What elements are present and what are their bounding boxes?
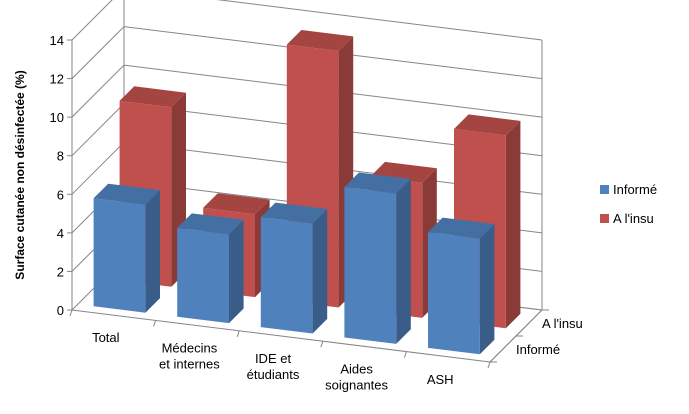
axis-labels: 0 2 4 6 8 10 12 14 Total Médecins et internes IDE e…	[50, 33, 583, 392]
x-axis	[71, 309, 491, 363]
legend-swatch	[600, 185, 609, 194]
gridline-14	[71, 0, 543, 41]
bar-top	[93, 183, 160, 205]
x-tick-mark	[403, 351, 407, 358]
bar-top	[286, 30, 354, 51]
bar-front	[177, 227, 229, 324]
bar-top	[344, 172, 411, 194]
x-tick-label-line: Aides	[340, 361, 373, 376]
x-tick-label-line: et internes	[159, 357, 220, 372]
bar-inform--2	[260, 202, 328, 334]
y-tick-label: 0	[57, 303, 64, 318]
legend-label: Informé	[613, 182, 657, 197]
axes	[67, 39, 549, 369]
bar-side	[312, 209, 328, 334]
y-tick-label: 8	[57, 149, 64, 164]
bar-inform--1	[177, 213, 244, 324]
bar-side	[229, 219, 244, 324]
bar-front	[260, 217, 313, 334]
bar-side	[145, 190, 160, 313]
y-tick-label: 10	[50, 110, 64, 125]
bar-top	[260, 202, 328, 224]
bar-side	[505, 120, 521, 329]
bar-inform--3	[344, 172, 411, 344]
series-informe-bars	[93, 172, 495, 355]
bar-front	[93, 198, 146, 313]
bar-inform--4	[428, 217, 495, 355]
depth-tick-label: A l'insu	[542, 316, 583, 331]
x-tick-label: IDE et étudiants	[247, 351, 300, 382]
x-tick-mark	[153, 320, 157, 327]
bar-side	[396, 178, 411, 344]
bar-top	[177, 213, 244, 235]
bar-inform--0	[93, 183, 160, 313]
x-tick-label-line: ASH	[427, 372, 454, 387]
y-tick-label: 12	[50, 72, 64, 87]
bar-top	[454, 114, 521, 136]
x-tick-label-line: Total	[92, 330, 120, 345]
x-tick-mark	[487, 361, 491, 369]
y-tick-label: 14	[50, 33, 64, 48]
bar-top	[428, 217, 495, 239]
x-tick-label: Aides soignantes	[325, 361, 388, 392]
y-tick-label: 6	[57, 187, 64, 202]
bar-top	[119, 86, 186, 108]
x-tick-label-line: soignantes	[325, 377, 388, 392]
legend-label: A l'insu	[613, 211, 654, 226]
y-tick-label: 2	[57, 264, 64, 279]
bar-top	[203, 193, 270, 215]
y-axis-title: Surface cutanée non désinfectée (%)	[13, 70, 27, 279]
depth-tick-label: Informé	[516, 342, 560, 357]
legend-swatch	[600, 214, 609, 223]
x-tick-label: Médecins et internes	[159, 341, 220, 372]
y-tick-label: 4	[57, 226, 64, 241]
x-tick-label-line: Médecins	[162, 341, 218, 356]
bar-front	[344, 187, 397, 344]
x-tick-mark	[320, 341, 324, 348]
x-tick-label-line: étudiants	[247, 367, 300, 382]
x-tick-label: ASH	[427, 372, 454, 387]
bar-side	[479, 224, 495, 355]
bar-front	[428, 232, 480, 355]
legend: Informé A l'insu	[600, 182, 657, 226]
x-tick-label: Total	[92, 330, 120, 345]
x-tick-label-line: IDE et	[255, 351, 292, 366]
x-tick-mark	[69, 309, 73, 317]
x-tick-mark	[236, 330, 240, 337]
